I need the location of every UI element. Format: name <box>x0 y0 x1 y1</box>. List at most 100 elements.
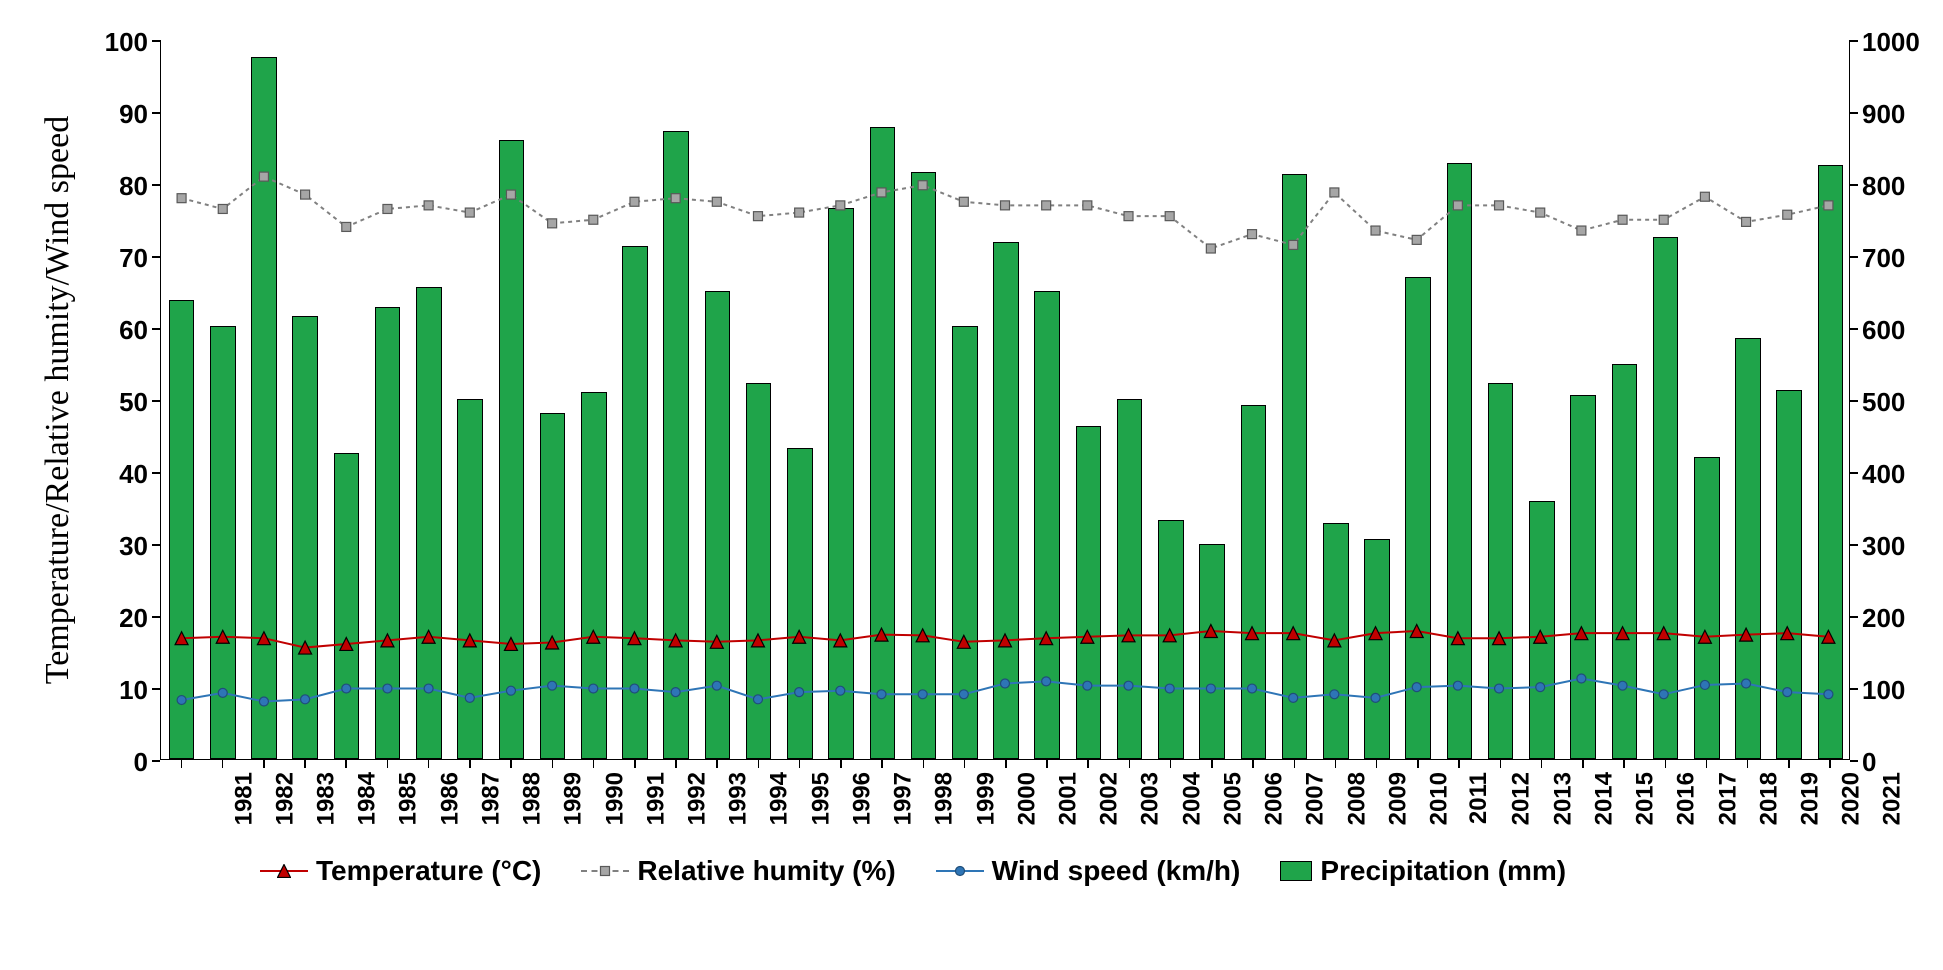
y-right-tick <box>1850 40 1858 42</box>
x-tick-label: 2003 <box>1137 772 1165 825</box>
series-svg <box>161 40 1849 759</box>
x-tick <box>758 760 760 768</box>
legend: Temperature (°C)Relative humity (%)Wind … <box>260 855 1566 887</box>
x-tick-label: 2014 <box>1590 772 1618 825</box>
x-tick-label: 2016 <box>1673 772 1701 825</box>
x-tick-label: 2005 <box>1219 772 1247 825</box>
series-marker <box>1289 693 1298 702</box>
series-marker <box>1659 690 1668 699</box>
series-marker <box>1289 240 1298 249</box>
y-right-tick <box>1850 472 1858 474</box>
series-marker <box>918 690 927 699</box>
y-left-tick <box>152 472 160 474</box>
x-tick <box>1170 760 1172 768</box>
y-left-tick-label: 100 <box>105 27 148 58</box>
x-tick <box>799 760 801 768</box>
y-right-tick-label: 600 <box>1862 315 1905 346</box>
y-left-tick-label: 0 <box>134 747 148 778</box>
series-marker <box>795 208 804 217</box>
x-tick <box>1087 760 1089 768</box>
x-tick <box>1335 760 1337 768</box>
x-tick <box>1541 760 1543 768</box>
series-marker <box>1165 212 1174 221</box>
series-marker <box>1330 690 1339 699</box>
y-right-tick <box>1850 688 1858 690</box>
series-marker <box>1495 201 1504 210</box>
series-marker <box>1206 244 1215 253</box>
x-tick-label: 1982 <box>271 772 299 825</box>
x-tick <box>263 760 265 768</box>
series-marker <box>1248 230 1257 239</box>
series-marker <box>1618 681 1627 690</box>
x-tick <box>1829 760 1831 768</box>
series-marker <box>177 194 186 203</box>
y-right-tick-label: 700 <box>1862 243 1905 274</box>
y-left-tick-label: 40 <box>119 459 148 490</box>
y-right-tick <box>1850 760 1858 762</box>
series-marker <box>1412 235 1421 244</box>
x-tick-label: 2018 <box>1755 772 1783 825</box>
x-tick-label: 1998 <box>931 772 959 825</box>
series-marker <box>1001 679 1010 688</box>
x-tick <box>964 760 966 768</box>
x-tick-label: 1991 <box>642 772 670 825</box>
x-tick-label: 2013 <box>1549 772 1577 825</box>
x-tick <box>1252 760 1254 768</box>
series-marker <box>1371 226 1380 235</box>
y-left-tick-label: 50 <box>119 387 148 418</box>
series-marker <box>218 688 227 697</box>
legend-swatch <box>260 861 308 881</box>
series-marker <box>1371 693 1380 702</box>
x-tick-label: 2009 <box>1384 772 1412 825</box>
series-marker <box>671 194 680 203</box>
y-left-tick <box>152 328 160 330</box>
x-tick-label: 2011 <box>1465 772 1493 824</box>
series-marker <box>959 690 968 699</box>
x-tick-label: 1981 <box>230 772 258 825</box>
x-tick <box>1458 760 1460 768</box>
x-tick <box>1046 760 1048 768</box>
y-left-tick-label: 60 <box>119 315 148 346</box>
series-marker <box>589 684 598 693</box>
y-left-tick-label: 80 <box>119 171 148 202</box>
y-left-tick <box>152 544 160 546</box>
y-right-tick <box>1850 256 1858 258</box>
series-marker <box>1495 684 1504 693</box>
y-left-tick <box>152 40 160 42</box>
series-marker <box>1083 201 1092 210</box>
y-left-tick <box>152 760 160 762</box>
x-tick <box>1376 760 1378 768</box>
y-right-tick-label: 200 <box>1862 603 1905 634</box>
series-marker <box>1536 208 1545 217</box>
series-marker <box>342 684 351 693</box>
series-marker <box>1783 688 1792 697</box>
x-tick <box>1417 760 1419 768</box>
x-tick <box>1582 760 1584 768</box>
x-tick-label: 2020 <box>1838 772 1866 825</box>
x-tick-label: 1983 <box>312 772 340 825</box>
series-marker <box>465 208 474 217</box>
y-left-tick <box>152 256 160 258</box>
series-marker <box>712 197 721 206</box>
x-tick-label: 1997 <box>890 772 918 825</box>
x-tick-label: 1986 <box>436 772 464 825</box>
climate-chart: 0102030405060708090100 01002003004005006… <box>20 20 1943 950</box>
x-tick <box>923 760 925 768</box>
x-tick-label: 1985 <box>395 772 423 825</box>
series-marker <box>918 181 927 190</box>
x-tick <box>1747 760 1749 768</box>
x-tick <box>510 760 512 768</box>
x-tick-label: 1987 <box>477 772 505 825</box>
series-marker <box>218 204 227 213</box>
x-tick <box>1500 760 1502 768</box>
series-marker <box>548 219 557 228</box>
series-marker <box>1042 201 1051 210</box>
series-marker <box>177 696 186 705</box>
y-left-tick <box>152 400 160 402</box>
series-marker <box>836 201 845 210</box>
y-axis-left-title: Temperature/Relative humity/Wind speed <box>39 116 77 684</box>
x-tick-label: 2000 <box>1013 772 1041 825</box>
x-tick <box>469 760 471 768</box>
x-tick-label: 1995 <box>807 772 835 825</box>
series-marker <box>548 681 557 690</box>
